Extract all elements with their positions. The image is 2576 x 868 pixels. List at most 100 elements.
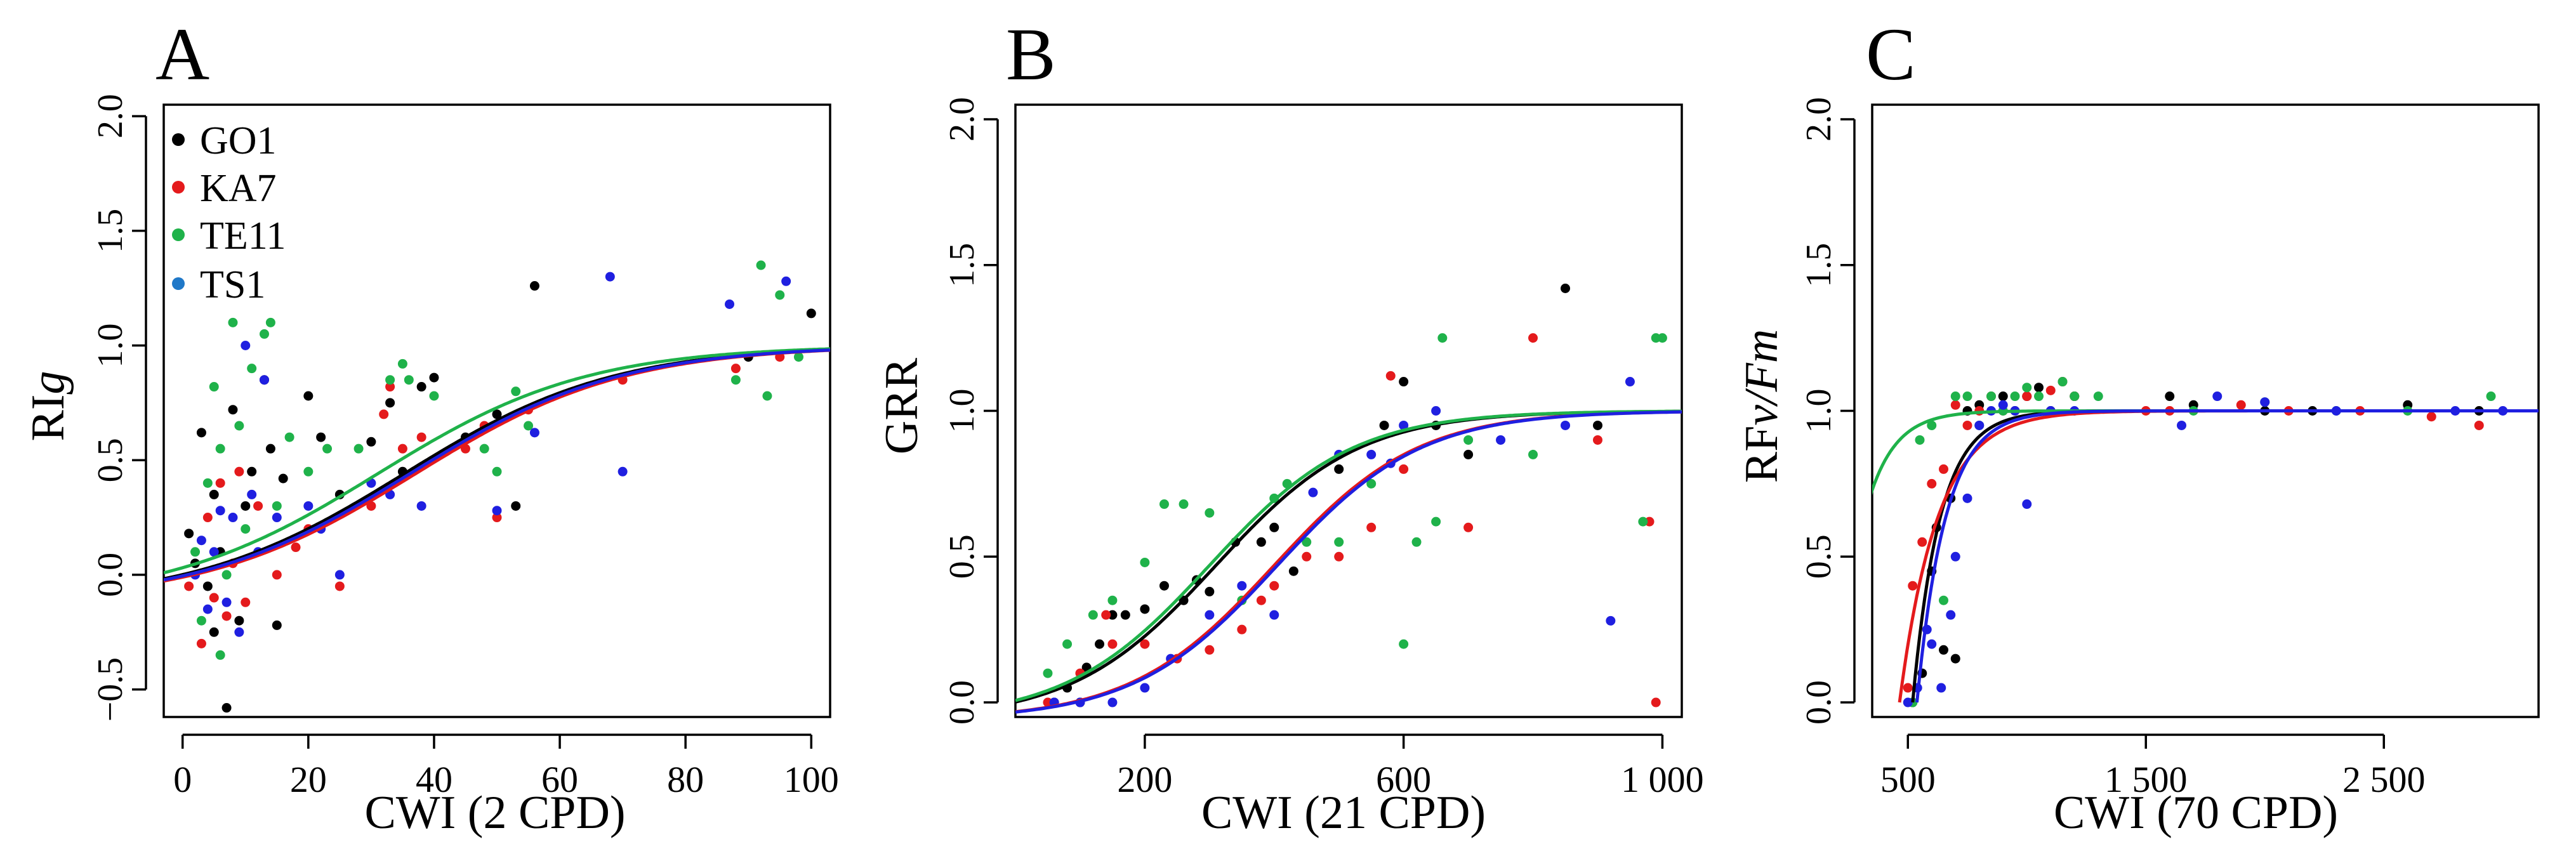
panel-c-point-ka7: [1962, 420, 1972, 430]
legend-item-te11: TE11: [172, 214, 286, 258]
panel-b-point-te11: [1062, 639, 1073, 649]
panel-a-point-te11: [259, 329, 269, 339]
panel-letter-b: B: [1006, 13, 1056, 96]
panel-c-point-te11: [2010, 391, 2020, 402]
panel-c-point-ts1: [1998, 400, 2008, 410]
panel-c-point-ka7: [2426, 412, 2436, 422]
panel-b-point-te11: [1657, 333, 1667, 343]
panel-b-point-go1: [1140, 604, 1150, 614]
panel-a-point-go1: [221, 703, 232, 713]
panel-b: 200 600 1 000 0.0 0.5 1.0 1.5 2.0: [942, 97, 1704, 800]
panel-a-point-go1: [806, 308, 816, 319]
legend-marker-te11: [172, 228, 185, 241]
panel-a-point-go1: [511, 501, 521, 511]
panel-a-point-te11: [228, 317, 238, 327]
panel-a-point-te11: [221, 570, 232, 580]
panel-a-point-te11: [272, 501, 282, 511]
panel-b-point-te11: [1140, 557, 1150, 567]
panel-a-point-go1: [234, 615, 244, 626]
panel-b-plot-area: [1015, 284, 1682, 714]
panel-b-point-go1: [1205, 586, 1215, 596]
panel-c-point-ts1: [1962, 493, 1972, 503]
panel-a-point-ts1: [259, 375, 269, 385]
panel-a-point-te11: [303, 466, 314, 477]
legend-item-go1: GO1: [172, 119, 277, 162]
panel-a-point-te11: [793, 352, 803, 362]
panel-b-point-ka7: [1302, 551, 1312, 562]
panel-a-point-ts1: [228, 513, 238, 523]
panel-b-point-te11: [1528, 449, 1538, 459]
panel-b-point-go1: [1463, 449, 1474, 459]
panel-a-point-te11: [429, 391, 439, 401]
panel-a-point-te11: [209, 382, 219, 392]
panel-c: 500 1 500 2 500 0.0 0.5 1.0 1.5 2.0: [1799, 97, 2540, 800]
panel-c-y-tick-label: 1.0: [1799, 389, 1839, 433]
panel-a-point-te11: [322, 444, 333, 454]
panel-b-point-ka7: [1463, 522, 1474, 532]
panel-c-point-ts1: [2177, 420, 2186, 430]
panel-a-curve-ka7: [164, 348, 830, 583]
panel-a-point-go1: [209, 627, 219, 637]
panel-b-point-ka7: [1101, 610, 1111, 620]
panel-a-point-go1: [209, 489, 219, 499]
panel-a-x-tick-label: 0: [173, 759, 192, 800]
panel-a-point-ts1: [416, 501, 426, 511]
legend-marker-ts1: [172, 277, 185, 290]
y-axis-title-b: GRR: [876, 357, 928, 454]
panel-a-y-tick-label: 1.0: [91, 323, 130, 367]
panel-a-point-ka7: [215, 478, 225, 488]
panel-b-point-ka7: [1237, 624, 1247, 635]
panel-b-point-te11: [1334, 537, 1344, 547]
panel-a-x-tick-label: 40: [416, 759, 452, 800]
panel-c-point-te11: [1950, 391, 1960, 402]
panel-c-point-te11: [2070, 391, 2080, 402]
panel-a-point-ka7: [272, 570, 282, 580]
panel-a-point-ka7: [241, 597, 251, 607]
panel-b-point-ts1: [1625, 377, 1635, 387]
panel-a-point-ka7: [397, 444, 407, 454]
panel-b-y-tick-label: 0.0: [942, 680, 982, 725]
panel-c-point-te11: [2022, 383, 2032, 393]
panel-c-point-ka7: [2022, 391, 2032, 402]
panel-b-curve-go1: [1015, 409, 1682, 704]
panel-a-point-te11: [492, 466, 502, 477]
panel-a-point-go1: [316, 432, 326, 442]
panel-b-y-tick-label: 2.0: [942, 97, 982, 141]
panel-a-y-tick-label: −0.5: [91, 657, 130, 722]
panel-c-point-go1: [1939, 645, 1948, 655]
panel-c-point-ts1: [1974, 420, 1985, 430]
panel-b-point-ts1: [1140, 683, 1150, 693]
panel-a-x-tick-label: 20: [290, 759, 327, 800]
legend-label-te11: TE11: [200, 214, 286, 258]
panel-a-plot-area: [164, 260, 830, 713]
panel-b-point-go1: [1269, 522, 1279, 532]
panel-a-point-go1: [366, 437, 376, 447]
panel-a-point-go1: [278, 473, 288, 483]
panel-b-point-go1: [1334, 464, 1344, 474]
panel-b-point-ka7: [1651, 697, 1661, 707]
panel-b-x-tick-label: 200: [1117, 759, 1172, 800]
panel-a-curve-ts1: [164, 348, 830, 582]
panel-a-point-te11: [775, 290, 785, 300]
panel-b-curve-ka7: [1015, 410, 1682, 714]
panel-a-point-te11: [397, 358, 407, 369]
panel-c-point-te11: [1915, 435, 1925, 445]
panel-a-plot-frame: [162, 103, 831, 718]
panel-c-y-tick-label: 0.0: [1799, 680, 1839, 725]
panel-a: 0 20 40 60 80 100 −0.5 0.0 0.5 1.0 1.5 2.0: [91, 94, 839, 800]
panel-c-x-tick-label: 2 500: [2342, 759, 2426, 800]
panel-b-point-go1: [1379, 420, 1389, 430]
panel-b-point-ka7: [1107, 639, 1118, 649]
panel-a-point-ts1: [241, 340, 251, 350]
panel-b-point-ts1: [1496, 435, 1506, 445]
panel-c-point-ka7: [1908, 581, 1918, 591]
panel-c-point-ka7: [2474, 420, 2484, 430]
panel-b-point-ts1: [1561, 420, 1571, 430]
panel-c-point-ka7: [1939, 464, 1948, 474]
panel-c-x-tick-label: 1 500: [2104, 759, 2188, 800]
panel-a-point-ka7: [730, 364, 741, 374]
panel-b-point-go1: [1120, 610, 1130, 620]
panel-a-point-te11: [202, 478, 213, 488]
panel-a-point-te11: [353, 444, 364, 454]
panel-a-point-te11: [196, 615, 206, 626]
